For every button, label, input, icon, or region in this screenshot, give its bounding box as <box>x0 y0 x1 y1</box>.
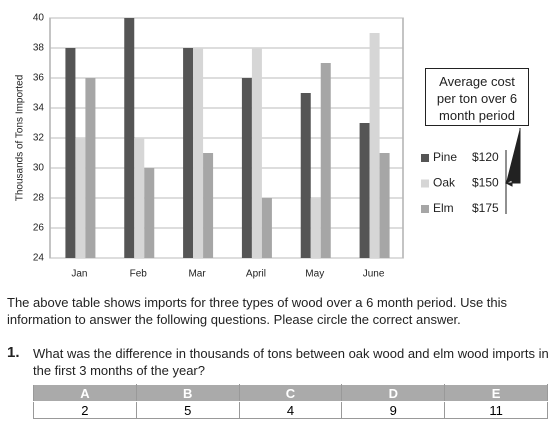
answer-letter: C <box>238 384 343 402</box>
answer-letter: D <box>341 384 446 402</box>
x-tick-label: April <box>246 269 266 280</box>
bar <box>251 48 262 258</box>
x-tick-label: May <box>305 269 324 280</box>
bar <box>85 78 96 258</box>
bar <box>183 48 194 258</box>
bar <box>144 168 155 258</box>
bar <box>261 198 272 258</box>
legend-swatch <box>421 205 429 213</box>
answer-value: 4 <box>238 401 343 419</box>
callout: Average cost per ton over 6 month period <box>425 68 529 126</box>
answer-table: A B C D E 2 5 4 9 11 <box>33 384 548 419</box>
bar <box>193 48 204 258</box>
legend-price: $175 <box>472 201 499 215</box>
legend-price: $120 <box>472 150 499 164</box>
bar <box>124 18 135 258</box>
bar <box>241 78 252 258</box>
legend-price: $150 <box>472 176 499 190</box>
y-tick-label: 26 <box>33 223 45 234</box>
bar <box>134 138 145 258</box>
y-tick-label: 34 <box>33 103 45 114</box>
question-text: What was the difference in thousands of … <box>33 346 549 378</box>
bar <box>310 198 321 258</box>
x-tick-label: Mar <box>188 269 206 280</box>
answer-value: 2 <box>33 401 137 419</box>
bar <box>320 63 331 258</box>
bar <box>75 138 86 258</box>
x-tick-label: June <box>363 269 385 280</box>
x-tick-label: Jan <box>71 269 87 280</box>
bar <box>65 48 76 258</box>
legend-swatch <box>421 179 429 188</box>
y-tick-label: 36 <box>33 73 45 84</box>
answer-letter: E <box>444 384 548 402</box>
y-tick-label: 30 <box>33 163 45 174</box>
paragraph: The above table shows imports for three … <box>7 295 508 327</box>
answer-letter: B <box>135 384 240 402</box>
legend-label: Pine <box>433 150 457 164</box>
legend-label: Elm <box>433 201 454 215</box>
y-tick-label: 28 <box>33 193 45 204</box>
y-tick-label: 32 <box>33 133 45 144</box>
bar <box>300 93 311 258</box>
answer-letter: A <box>33 384 137 402</box>
chart: Thousands of Tons Imported 24 26 28 30 32 34 3… <box>15 13 521 280</box>
answer-value: 5 <box>135 401 240 419</box>
answer-value: 9 <box>341 401 446 419</box>
bar <box>203 153 214 258</box>
answer-value: 11 <box>444 401 548 419</box>
bar <box>369 33 380 258</box>
callout-connector <box>504 128 521 214</box>
x-tick-label: Feb <box>130 269 148 280</box>
answer-values: 2 5 4 9 11 <box>33 401 548 419</box>
bar <box>359 123 370 258</box>
y-tick-label: 24 <box>33 253 45 264</box>
y-axis-label: Thousands of Tons Imported <box>15 75 26 202</box>
legend-swatch <box>421 154 429 162</box>
y-tick-label: 40 <box>33 13 45 24</box>
bar <box>379 153 390 258</box>
y-tick-label: 38 <box>33 43 45 54</box>
legend-label: Oak <box>433 176 456 190</box>
question-number: 1. <box>7 344 20 361</box>
